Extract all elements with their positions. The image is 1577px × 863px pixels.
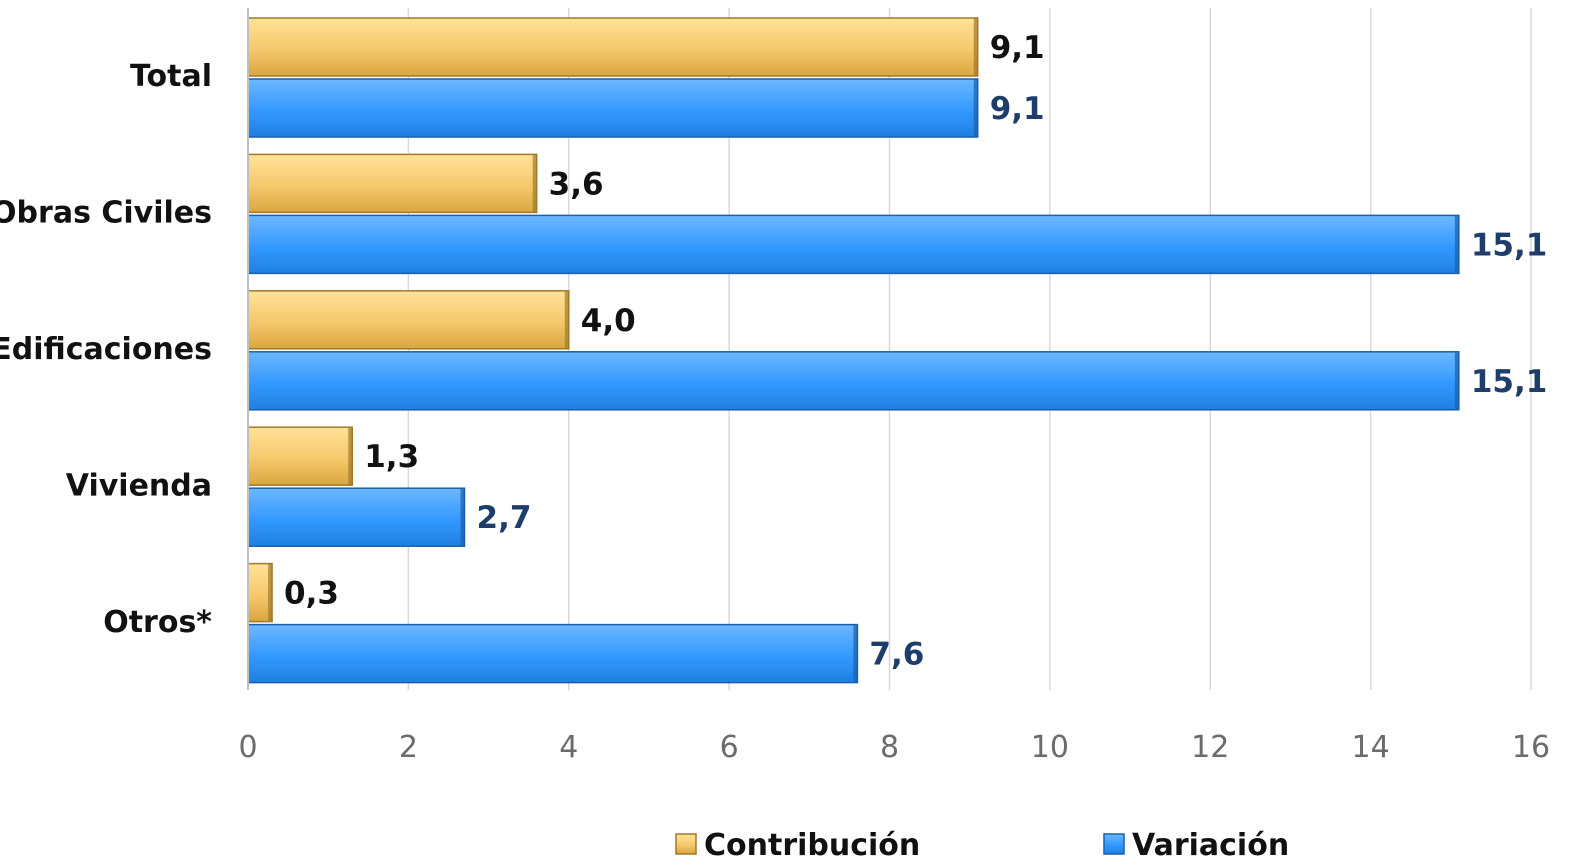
bar-edge [1454,351,1459,410]
data-label: 9,1 [990,91,1045,127]
category-label: Obras Civiles [0,196,212,231]
data-label: 0,3 [284,576,339,612]
bar-edge [348,427,353,486]
bar-variacion [247,214,1460,275]
data-label: 7,6 [869,637,924,673]
x-tick-label: 4 [559,730,578,765]
bar-edge [460,488,465,547]
x-tick-label: 0 [238,730,257,765]
data-label: 15,1 [1471,227,1548,263]
legend-label: Variación [1132,828,1289,863]
bar-variacion [247,487,466,547]
bar-edge [268,563,273,622]
legend: Contribución Variación [675,828,1289,863]
category-label: Total [130,59,212,94]
legend-swatch [675,833,697,855]
labels: Total 9,1 9,1 Obras Civiles 3,6 15,1 Edificaci… [0,30,1547,673]
bar-edge [532,154,537,213]
data-label: 2,7 [477,500,532,536]
bar-variacion [247,78,979,138]
bar-contribucion [247,17,979,77]
x-tick-label: 14 [1352,730,1390,765]
bar-variacion [247,351,1460,411]
x-tick-label: 2 [399,730,418,765]
x-tick-label: 6 [720,730,739,765]
category-label: Vivienda [66,468,212,503]
category-label: Edificaciones [0,332,212,367]
data-label: 15,1 [1471,364,1548,400]
bar-edge [973,18,978,76]
bar-edge [564,290,569,349]
data-label: 3,6 [549,166,604,202]
bar-contribucion [247,153,538,214]
x-tick-label: 16 [1512,730,1550,765]
bar-variacion [247,623,859,684]
bar-edge [973,79,978,137]
data-label: 1,3 [364,439,419,475]
x-tick-label: 12 [1191,730,1229,765]
legend-label: Contribución [704,828,920,863]
bars [247,17,1460,684]
x-tick-label: 10 [1031,730,1069,765]
bar-edge [853,624,858,683]
bar-edge [1454,215,1459,274]
data-label: 4,0 [581,303,636,339]
x-tick-label: 8 [880,730,899,765]
bar-contribucion [247,290,570,350]
legend-swatch [1103,833,1125,855]
data-label: 9,1 [990,30,1045,66]
axes: 0 2 4 6 8 10 12 14 16 [238,8,1550,765]
category-label: Otros* [103,605,212,640]
bar-contribucion [247,426,353,486]
